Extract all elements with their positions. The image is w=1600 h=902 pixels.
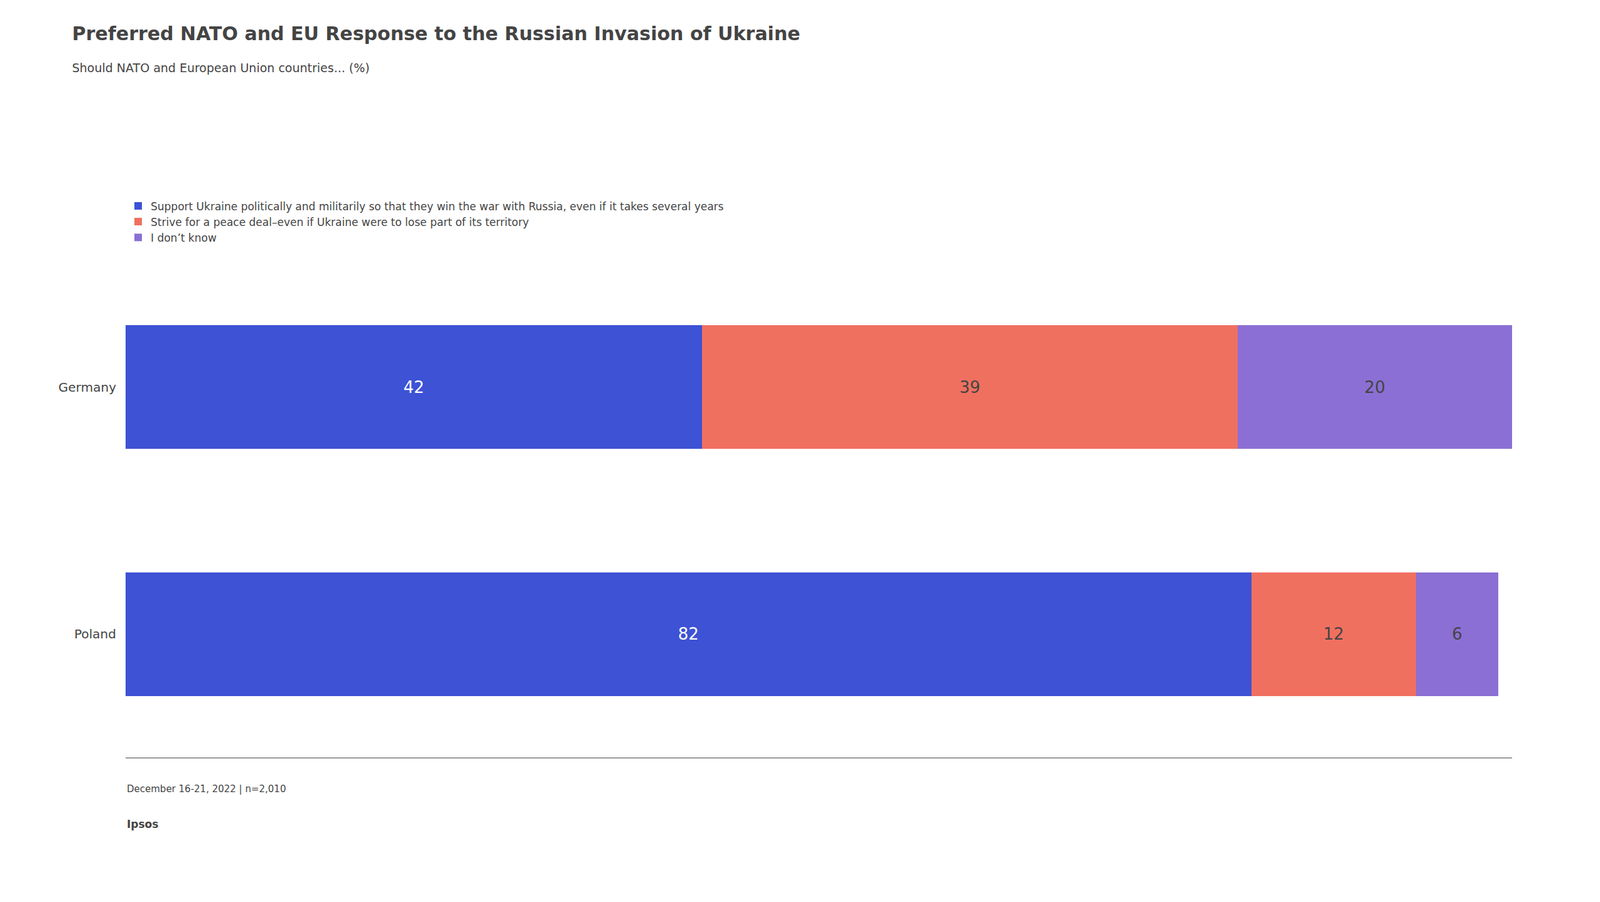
svg-text:Ipsos: Ipsos — [126, 818, 159, 831]
svg-text:6: 6 — [1451, 624, 1463, 644]
svg-text:42: 42 — [403, 378, 425, 397]
svg-text:I don’t know: I don’t know — [150, 231, 217, 245]
svg-text:Should NATO and European Union: Should NATO and European Union countries… — [72, 60, 370, 75]
svg-text:Strive for a peace deal–even i: Strive for a peace deal–even if Ukraine … — [150, 216, 529, 229]
svg-text:82: 82 — [678, 624, 699, 644]
svg-text:Preferred NATO and EU Response: Preferred NATO and EU Response to the Ru… — [72, 22, 801, 45]
svg-text:12: 12 — [1323, 624, 1344, 644]
svg-text:39: 39 — [959, 378, 981, 397]
svg-text:Poland: Poland — [74, 626, 117, 642]
svg-text:Germany: Germany — [58, 379, 117, 395]
svg-text:20: 20 — [1364, 378, 1386, 397]
svg-text:Support Ukraine politically an: Support Ukraine politically and militari… — [150, 200, 725, 213]
svg-text:December 16-21, 2022 | n=2,010: December 16-21, 2022 | n=2,010 — [126, 783, 286, 795]
